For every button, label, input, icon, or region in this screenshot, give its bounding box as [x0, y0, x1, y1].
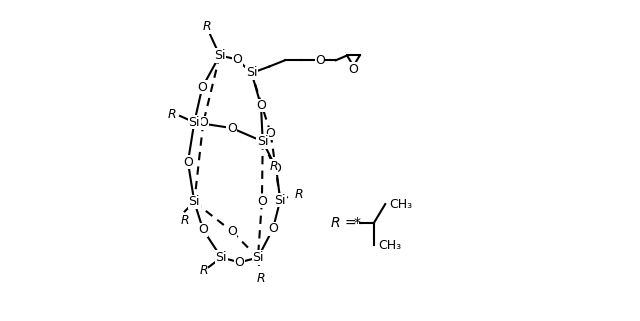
Text: R: R: [203, 20, 211, 33]
Text: Si: Si: [214, 49, 225, 62]
Text: *: *: [354, 216, 361, 230]
Text: O: O: [256, 99, 266, 112]
Text: R: R: [180, 214, 189, 227]
Text: R: R: [168, 108, 177, 121]
Text: O: O: [232, 53, 242, 66]
Text: O: O: [315, 54, 325, 67]
Text: O: O: [227, 225, 237, 238]
Text: O: O: [197, 81, 207, 94]
Text: Si: Si: [189, 195, 200, 208]
Text: O: O: [183, 156, 193, 169]
Text: O: O: [235, 256, 244, 269]
Text: Si: Si: [257, 135, 268, 148]
Text: Si: Si: [246, 66, 257, 80]
Text: Si: Si: [275, 194, 286, 207]
Text: O: O: [348, 63, 358, 76]
Text: Si: Si: [189, 116, 200, 129]
Text: R =: R =: [331, 216, 356, 230]
Text: CH₃: CH₃: [378, 239, 402, 252]
Text: O: O: [266, 127, 276, 140]
Text: O: O: [198, 223, 208, 236]
Text: Si: Si: [252, 251, 264, 264]
Text: O: O: [227, 122, 237, 134]
Text: O: O: [198, 117, 208, 129]
Text: R: R: [269, 160, 278, 173]
Text: O: O: [268, 222, 278, 235]
Text: R: R: [294, 188, 303, 201]
Text: O: O: [271, 162, 281, 175]
Text: O: O: [257, 195, 267, 208]
Text: Si: Si: [216, 251, 227, 264]
Text: CH₃: CH₃: [390, 198, 413, 211]
Text: R: R: [257, 272, 266, 285]
Text: R: R: [200, 265, 208, 277]
